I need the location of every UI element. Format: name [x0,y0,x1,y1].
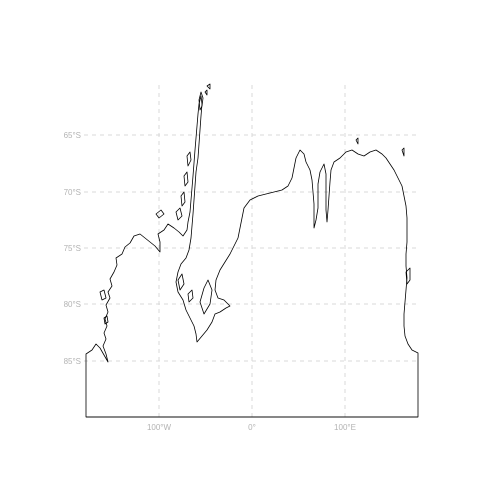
peninsula-tip [198,91,204,111]
east-island-1 [401,147,405,157]
north-island-1 [206,83,211,90]
graticule [84,85,418,418]
lat-label-75s: 75°S [64,244,81,253]
coastlines [85,83,419,418]
west-island-2 [99,289,107,301]
peninsula-island-3 [180,191,186,207]
east-island-2 [405,267,411,285]
north-island-2 [204,89,208,96]
lat-label-85s: 85°S [64,357,81,366]
lon-label-0: 0° [248,423,256,432]
main-coastline [85,95,419,418]
latitude-labels: 65°S 70°S 75°S 80°S 85°S [64,131,81,366]
lat-label-80s: 80°S [64,300,81,309]
peninsula-island-4 [175,207,183,221]
west-island-1 [155,209,165,219]
peninsula-island-1 [186,151,192,167]
peninsula-island-2 [183,171,189,187]
west-island-3 [103,315,109,325]
lat-label-70s: 70°S [64,188,81,197]
lon-label-100e: 100°E [334,423,356,432]
east-island-3 [355,137,359,145]
ice-rise-1 [199,279,213,315]
ice-rise-2 [177,273,185,291]
lat-label-65s: 65°S [64,131,81,140]
longitude-labels: 100°W 0° 100°E [147,423,356,432]
lon-label-100w: 100°W [147,423,172,432]
ice-rise-3 [187,289,194,303]
